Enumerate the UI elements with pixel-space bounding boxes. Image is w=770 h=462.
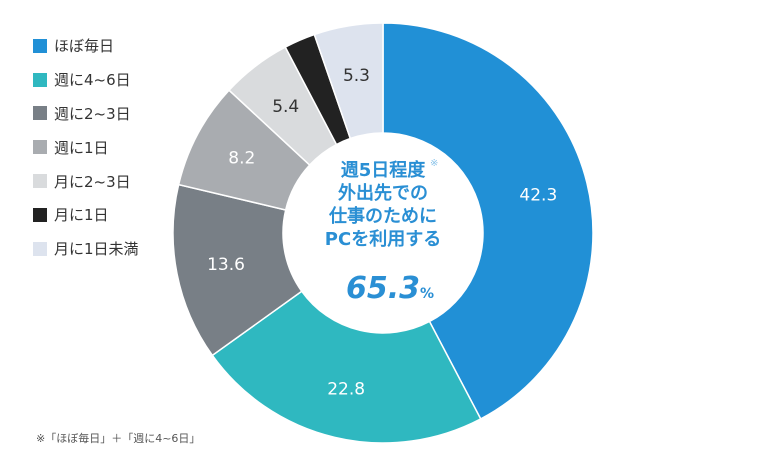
- legend-item: 月に1日: [33, 198, 139, 232]
- legend-label: 週に4~6日: [54, 71, 131, 90]
- legend-item: 週に4~6日: [33, 63, 139, 97]
- data-label: 8.2: [228, 149, 255, 169]
- data-label: 42.3: [519, 186, 557, 206]
- legend-item: ほぼ毎日: [33, 29, 139, 63]
- legend-item: 月に2~3日: [33, 164, 139, 198]
- legend-label: 月に1日: [54, 206, 109, 225]
- center-line-2: 外出先での: [338, 182, 428, 204]
- slice-6: [313, 22, 384, 140]
- center-value: 65.3: [346, 271, 420, 306]
- center-line-1: 週5日程度: [341, 159, 427, 181]
- legend-swatch: [33, 106, 47, 121]
- legend-label: 週に1日: [54, 138, 109, 157]
- legend: ほぼ毎日週に4~6日 週に2~3日 週に1日月に2~3日 月に1日月に1日未満: [33, 29, 139, 266]
- legend-swatch: [33, 38, 47, 53]
- legend-swatch: [33, 174, 47, 189]
- slice-1: [211, 290, 482, 444]
- data-label: 22.8: [327, 380, 365, 400]
- data-label: 5.4: [272, 97, 299, 117]
- legend-swatch: [33, 241, 47, 256]
- data-label: 13.6: [207, 255, 245, 275]
- legend-swatch: [33, 72, 47, 87]
- center-unit: %: [420, 286, 434, 302]
- legend-label: 週に2~3日: [54, 104, 131, 123]
- footnote: ※「ほぼ毎日」＋「週に4~6日」: [36, 432, 201, 445]
- legend-item: 週に1日: [33, 130, 139, 164]
- slice-0: [382, 22, 594, 420]
- center-text: 週5日程度 ※ 外出先での 仕事のために PCを利用する 65.3 %: [325, 158, 441, 306]
- data-label: 5.3: [343, 66, 370, 86]
- center-line-3: 仕事のために: [328, 205, 437, 227]
- center-line-4: PCを利用する: [325, 228, 441, 250]
- legend-swatch: [33, 207, 47, 222]
- legend-item: 週に2~3日: [33, 97, 139, 131]
- legend-swatch: [33, 140, 47, 155]
- center-mark: ※: [430, 158, 438, 169]
- legend-label: 月に2~3日: [54, 172, 131, 191]
- legend-item: 月に1日未満: [33, 232, 139, 266]
- legend-label: ほぼ毎日: [54, 37, 115, 56]
- legend-label: 月に1日未満: [54, 240, 139, 259]
